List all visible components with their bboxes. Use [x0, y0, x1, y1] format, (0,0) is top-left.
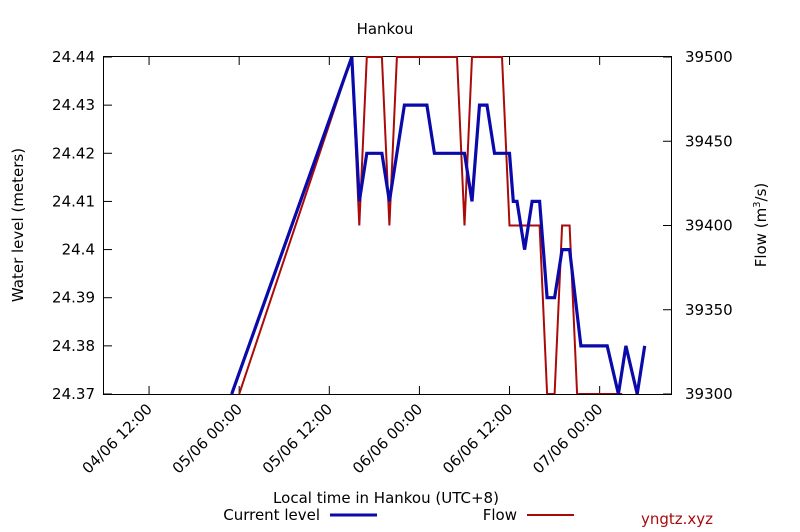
y2-label-sup: 3 — [752, 201, 763, 207]
y2-label-prefix: Flow (m — [752, 208, 770, 267]
y2-tick-label-4: 39500 — [685, 48, 733, 66]
y-tick-label-5: 24.42 — [52, 144, 95, 162]
legend: Current level Flow — [223, 506, 574, 524]
y2-label-suffix: /s) — [752, 183, 770, 202]
y-tick-label-4: 24.41 — [52, 192, 95, 210]
chart-title: Hankou — [357, 20, 414, 38]
y2-tick-label-2: 39400 — [685, 217, 733, 235]
y2-tick-label-1: 39350 — [685, 301, 733, 319]
plot-frame — [103, 56, 672, 395]
watermark-text: yngtz.xyz — [641, 510, 713, 528]
x-axis-label: Local time in Hankou (UTC+8) — [273, 489, 499, 507]
series-line-flow — [238, 56, 623, 394]
y-axis-right-ticks: 39300 39350 39400 39450 39500 — [663, 48, 733, 403]
x-tick-label-5: 07/06 00:00 — [529, 400, 606, 477]
x-axis-ticks: 04/06 12:00 05/06 00:00 05/06 12:00 06/06 0… — [79, 57, 606, 477]
y2-tick-label-0: 39300 — [685, 385, 733, 403]
y-tick-label-7: 24.44 — [52, 48, 95, 66]
x-tick-label-3: 06/06 00:00 — [349, 400, 426, 477]
y-axis-left-ticks: 24.37 24.38 24.39 24.4 24.41 24.42 24.43 24.44 — [52, 48, 112, 403]
x-tick-label-2: 05/06 12:00 — [259, 400, 336, 477]
y-tick-label-2: 24.39 — [52, 289, 95, 307]
legend-label-flow: Flow — [483, 506, 517, 524]
y-tick-label-0: 24.37 — [52, 385, 95, 403]
series-line-current-level — [230, 56, 647, 394]
y-axis-left-label: Water level (meters) — [9, 148, 27, 302]
legend-label-current-level: Current level — [223, 506, 320, 524]
y-tick-label-6: 24.43 — [52, 96, 95, 114]
x-tick-label-0: 04/06 12:00 — [79, 400, 156, 477]
x-tick-label-1: 05/06 00:00 — [169, 400, 246, 477]
y-tick-label-1: 24.38 — [52, 337, 95, 355]
series-layer — [230, 56, 647, 394]
y-axis-right-label: Flow (m3/s) — [752, 183, 770, 268]
y-tick-label-3: 24.4 — [62, 241, 95, 259]
x-tick-label-4: 06/06 12:00 — [439, 400, 516, 477]
y2-tick-label-3: 39450 — [685, 132, 733, 150]
